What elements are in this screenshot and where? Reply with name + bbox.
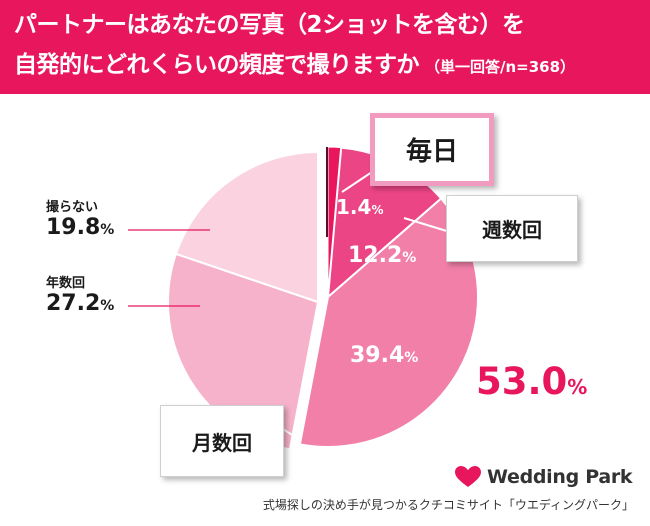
footer-caption: 式場探しの決め手が見つかるクチコミサイト「ウエディングパーク」 <box>262 498 634 512</box>
slice-value-daily: 1.4% <box>336 195 383 219</box>
chart-subtitle: （単一回答/n=368） <box>425 58 576 76</box>
callout-daily-text: 毎日 <box>405 137 458 167</box>
slice-value-weekly: 12.2% <box>348 243 416 268</box>
slice-value-nottaken-unit: % <box>100 222 115 238</box>
wedding-park-logo: Wedding Park <box>455 466 633 488</box>
chart-title-line-2-text: 自発的にどれくらいの頻度で撮りますか <box>14 52 420 78</box>
group-total: 53.0% <box>476 360 587 403</box>
slice-value-number: 1.4 <box>336 195 371 219</box>
chart-title-line-2: 自発的にどれくらいの頻度で撮りますか （単一回答/n=368） <box>14 50 575 82</box>
slice-name-yearly: 年数回 <box>46 276 86 291</box>
callout-weekly: 週数回 <box>446 195 578 262</box>
title-banner: パートナーはあなたの写真（2ショットを含む）を 自発的にどれくらいの頻度で撮りま… <box>0 0 650 94</box>
slice-value-nottaken-number: 19.8 <box>46 215 101 240</box>
slice-value-yearly-unit: % <box>100 298 115 314</box>
slice-name-nottaken: 撮らない <box>46 200 99 215</box>
slice-value-yearly-number: 27.2 <box>46 291 101 316</box>
callout-monthly-text: 月数回 <box>192 430 252 455</box>
slice-value-unit: % <box>402 250 416 266</box>
leader-weekly <box>403 217 451 233</box>
slice-value-number: 39.4 <box>350 343 404 368</box>
callout-monthly: 月数回 <box>160 405 284 477</box>
slice-value-yearly: 27.2% <box>46 291 114 316</box>
slice-value-nottaken: 19.8% <box>46 215 114 240</box>
logo-text: Wedding Park <box>487 466 633 488</box>
slice-value-unit: % <box>404 350 418 366</box>
heart-icon <box>455 466 481 487</box>
slice-value-labels: 1.4%12.2%39.4% <box>336 195 418 368</box>
slice-value-number: 12.2 <box>348 243 402 268</box>
slice-value-monthly: 39.4% <box>350 343 418 368</box>
chart-title-line-1: パートナーはあなたの写真（2ショットを含む）を <box>14 12 525 38</box>
group-total-number: 53.0 <box>476 360 568 403</box>
pie-slice-nottaken <box>174 150 319 304</box>
callout-daily: 毎日 <box>370 113 494 186</box>
pie-slices <box>167 146 479 451</box>
callout-weekly-text: 週数回 <box>482 218 542 242</box>
slice-value-unit: % <box>371 203 383 217</box>
legend-label-yearly: 年数回 27.2% <box>46 272 114 316</box>
group-total-unit: % <box>567 375 588 399</box>
legend-label-nottaken: 撮らない 19.8% <box>46 196 114 240</box>
